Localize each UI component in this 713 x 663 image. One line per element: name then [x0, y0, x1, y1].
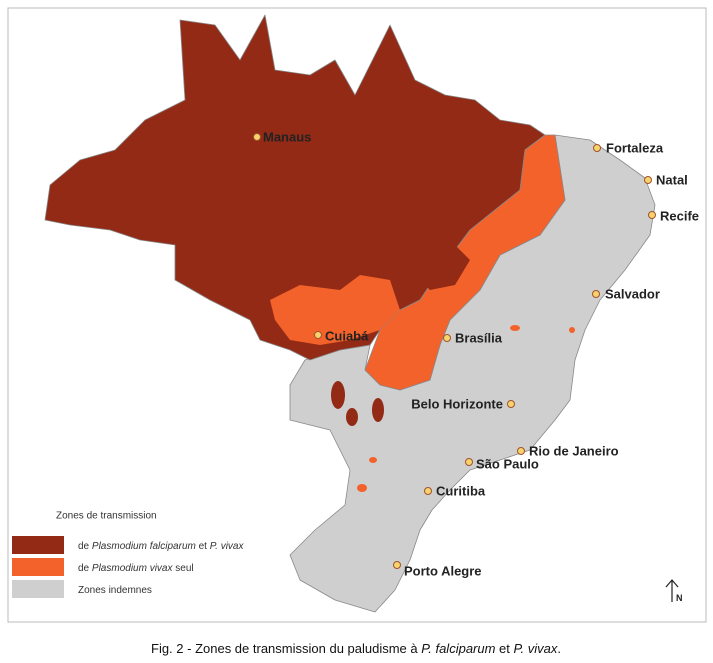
city-dot: [517, 447, 525, 455]
city-label: São Paulo: [476, 456, 539, 471]
city-dot: [644, 176, 652, 184]
legend-text: P. vivax: [210, 541, 245, 552]
city-label: Recife: [660, 208, 699, 223]
caption-text: Fig. 2 - Zones de transmission du paludi…: [151, 641, 421, 656]
city-label: Belo Horizonte: [411, 396, 503, 411]
city-label: Fortaleza: [606, 140, 664, 155]
legend-text: Plasmodium vivax: [92, 563, 174, 574]
legend-label: de Plasmodium falciparum et P. vivax: [78, 541, 244, 552]
caption-text: et: [495, 641, 513, 656]
city-label: Curitiba: [436, 483, 486, 498]
city-dot: [443, 334, 451, 342]
city-label: Salvador: [605, 286, 660, 301]
spot: [346, 408, 358, 426]
city-label: Brasília: [455, 330, 503, 345]
zone-falciparum-patch: [415, 240, 470, 290]
legend-text: seul: [173, 563, 194, 574]
legend-swatch: [12, 558, 64, 576]
north-label: N: [676, 593, 683, 603]
caption-text: P. falciparum: [421, 641, 495, 656]
north-arrow: N: [665, 579, 683, 603]
spot: [357, 484, 367, 492]
caption: Fig. 2 - Zones de transmission du paludi…: [151, 641, 561, 656]
legend-text: de: [78, 563, 92, 574]
city-dot: [424, 487, 432, 495]
legend-label: Zones indemnes: [78, 585, 152, 596]
spot: [369, 457, 377, 463]
city-label: Porto Alegre: [404, 563, 482, 578]
city-dot: [592, 290, 600, 298]
legend-text: et: [196, 541, 210, 552]
spot: [510, 325, 520, 331]
city-dot: [593, 144, 601, 152]
zone-vivax-patch: [270, 275, 400, 345]
city-dot: [393, 561, 401, 569]
city-label: Rio de Janeiro: [529, 443, 619, 458]
spot: [331, 381, 345, 409]
city-dot: [314, 331, 322, 339]
spot: [372, 398, 384, 422]
city-label: Cuiabá: [325, 328, 369, 343]
legend-title: Zones de transmission: [56, 511, 157, 522]
city-dot: [253, 133, 261, 141]
cities: Manaus Fortaleza Natal Recife Salvador C…: [253, 129, 699, 578]
legend-swatch: [12, 536, 64, 554]
city-label: Natal: [656, 172, 688, 187]
city-dot: [648, 211, 656, 219]
legend-text: Plasmodium falciparum: [92, 541, 196, 552]
caption-text: P. vivax: [514, 641, 558, 656]
city-label: Manaus: [263, 129, 311, 144]
city-dot: [465, 458, 473, 466]
legend-swatch: [12, 580, 64, 598]
city-dot: [507, 400, 515, 408]
legend-text: de: [78, 541, 92, 552]
legend-text: Zones indemnes: [78, 585, 152, 596]
legend: Zones de transmission de Plasmodium falc…: [12, 511, 244, 598]
legend-label: de Plasmodium vivax seul: [78, 563, 194, 574]
spot: [569, 327, 575, 333]
map: [44, 14, 656, 613]
arrow-head: [665, 579, 679, 588]
caption-text: .: [557, 641, 561, 656]
